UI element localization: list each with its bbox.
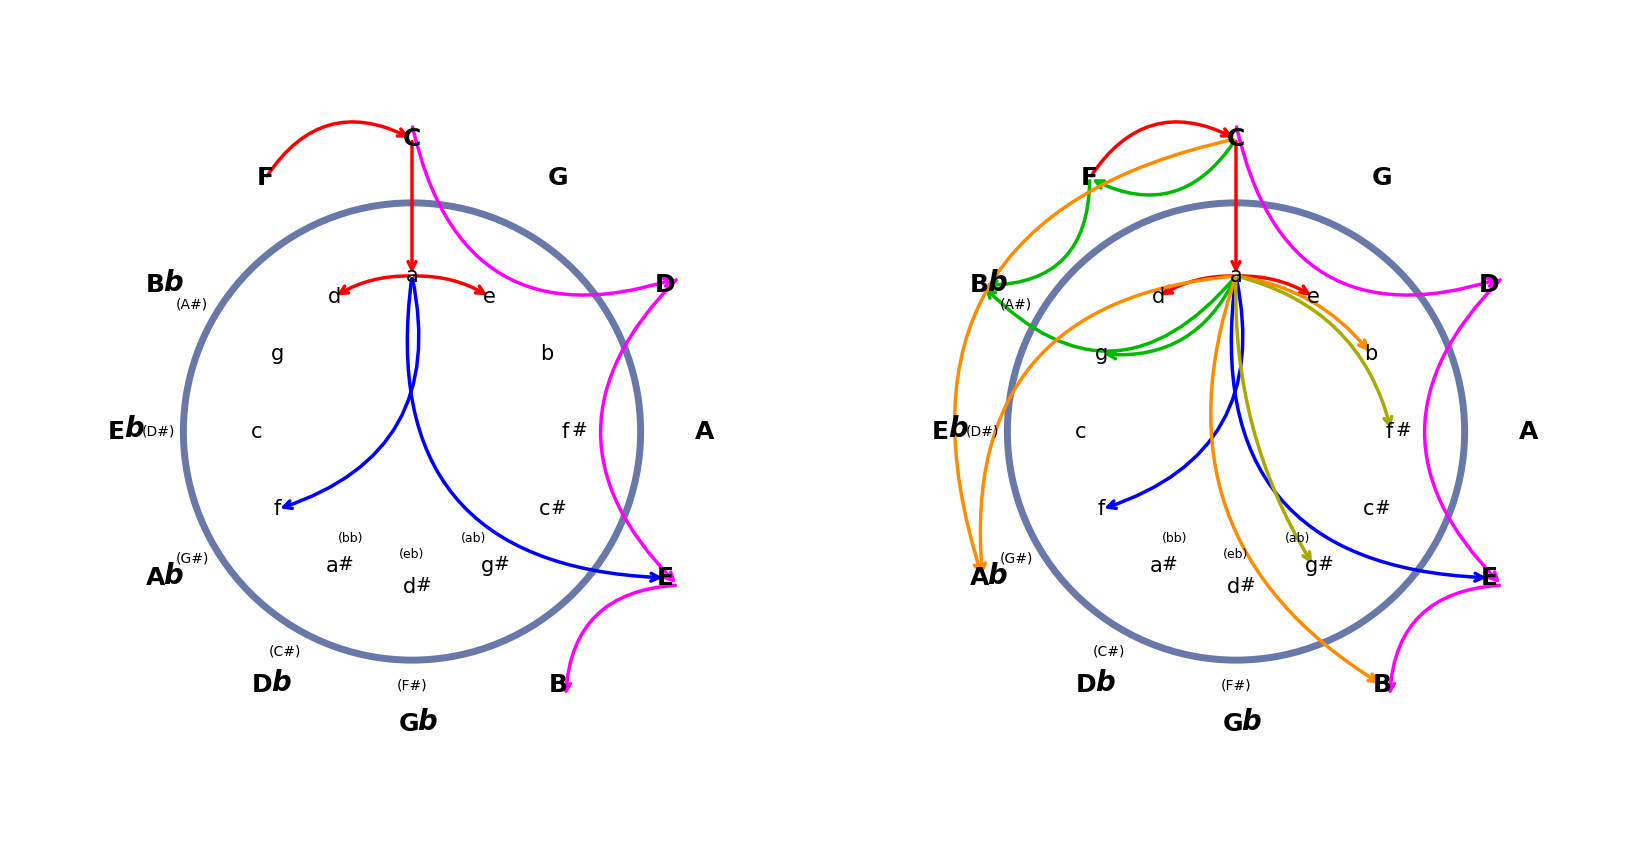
Text: f: f (562, 421, 569, 442)
Text: a: a (405, 266, 419, 286)
Text: G: G (549, 166, 569, 190)
Text: E: E (658, 566, 674, 589)
Text: G: G (1223, 712, 1243, 736)
Text: #: # (1374, 499, 1389, 518)
Text: (bb): (bb) (338, 532, 363, 545)
Text: b: b (163, 562, 183, 589)
Text: a: a (1229, 266, 1243, 286)
Text: #: # (1394, 421, 1411, 440)
Text: e: e (483, 287, 496, 307)
Text: f: f (1098, 499, 1106, 520)
Text: d: d (1228, 577, 1241, 597)
Text: B: B (549, 673, 569, 697)
Text: g: g (1305, 556, 1318, 576)
Text: d: d (328, 287, 341, 307)
Text: E: E (931, 419, 949, 444)
Text: (ab): (ab) (1285, 532, 1310, 545)
Text: c: c (1074, 421, 1086, 442)
Text: (eb): (eb) (399, 549, 425, 562)
Text: A: A (969, 566, 989, 589)
Text: G: G (1373, 166, 1393, 190)
Text: (F#): (F#) (397, 678, 427, 692)
Text: #: # (1162, 556, 1178, 575)
Text: b: b (270, 669, 290, 696)
Text: E: E (1482, 566, 1498, 589)
Text: c: c (539, 499, 550, 520)
Text: (G#): (G#) (176, 551, 209, 565)
Text: D: D (1076, 673, 1096, 697)
Text: C: C (1226, 127, 1246, 151)
Text: #: # (550, 499, 565, 518)
Text: #: # (570, 421, 587, 440)
Text: B: B (1373, 673, 1393, 697)
Text: F: F (257, 166, 274, 190)
Text: a: a (326, 556, 338, 576)
Text: b: b (1241, 708, 1261, 736)
Text: C: C (402, 127, 422, 151)
Text: e: e (1307, 287, 1320, 307)
Text: #: # (493, 556, 509, 575)
Text: c: c (1363, 499, 1374, 520)
Text: b: b (987, 269, 1007, 297)
Text: #: # (415, 576, 432, 595)
Text: B: B (145, 274, 165, 297)
Text: a: a (1150, 556, 1162, 576)
Text: g: g (1094, 343, 1107, 364)
Text: b: b (987, 562, 1007, 589)
Text: (C#): (C#) (1093, 645, 1126, 658)
Text: D: D (252, 673, 272, 697)
Text: (F#): (F#) (1221, 678, 1251, 692)
Text: f: f (1386, 421, 1393, 442)
Text: A: A (695, 419, 714, 444)
Text: b: b (163, 269, 183, 297)
Text: d: d (1152, 287, 1165, 307)
Text: b: b (541, 343, 554, 364)
Text: (C#): (C#) (269, 645, 302, 658)
Text: A: A (1519, 419, 1538, 444)
Text: (D#): (D#) (142, 425, 175, 438)
Text: g: g (270, 343, 283, 364)
Text: f: f (274, 499, 282, 520)
Text: b: b (948, 415, 967, 444)
Text: b: b (124, 415, 143, 444)
Text: F: F (1081, 166, 1098, 190)
Text: d: d (404, 577, 417, 597)
Text: (eb): (eb) (1223, 549, 1249, 562)
Text: #: # (338, 556, 354, 575)
Text: (bb): (bb) (1162, 532, 1187, 545)
Text: (G#): (G#) (1000, 551, 1033, 565)
Text: #: # (1239, 576, 1256, 595)
Text: D: D (1480, 274, 1500, 297)
Text: (ab): (ab) (461, 532, 486, 545)
Text: B: B (969, 274, 989, 297)
Text: (A#): (A#) (1000, 298, 1032, 312)
Text: b: b (417, 708, 437, 736)
Text: g: g (481, 556, 494, 576)
Text: (D#): (D#) (966, 425, 999, 438)
Text: E: E (107, 419, 125, 444)
Text: D: D (656, 274, 676, 297)
Text: b: b (1094, 669, 1114, 696)
Text: c: c (250, 421, 262, 442)
Text: A: A (145, 566, 165, 589)
Text: G: G (399, 712, 419, 736)
Text: (A#): (A#) (176, 298, 208, 312)
Text: #: # (1317, 556, 1333, 575)
Text: b: b (1365, 343, 1378, 364)
